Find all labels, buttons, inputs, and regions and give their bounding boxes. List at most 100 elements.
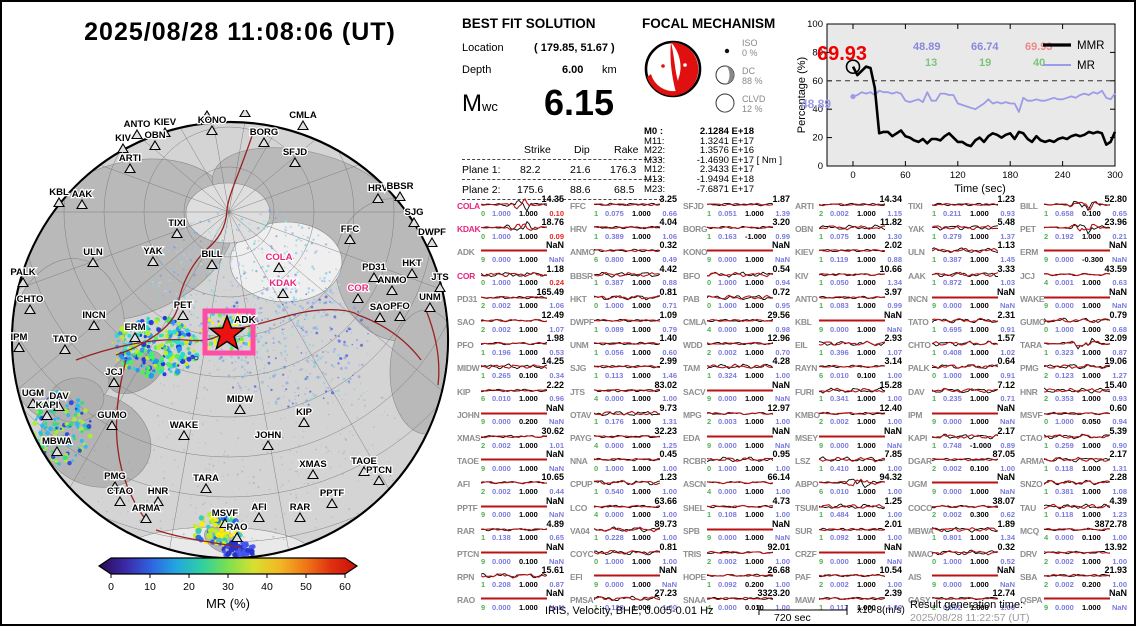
station-triangle-icon — [177, 309, 189, 321]
station-peak-value: 4.28 — [772, 356, 790, 367]
station-weight: 0.000 — [1055, 602, 1074, 612]
waveform-lsz — [819, 456, 885, 463]
station-cell-hrv: HRV 4.04 1 0.389 1.000 1.06 — [570, 217, 680, 242]
station-cell-hope: HOPE 26.68 1 0.092 0.200 1.00 — [683, 565, 793, 590]
station-name: MAW — [795, 595, 815, 606]
station-label: KAPI — [36, 400, 59, 411]
station-cell-adk: ADK NaN 9 0.000 1.000 NaN — [457, 240, 567, 265]
station-name: SPB — [683, 525, 700, 536]
waveform-furi — [819, 387, 885, 394]
station-cell-kbl: KBL NaN 9 0.000 1.000 NaN — [795, 310, 905, 335]
station-peak-value: 0.64 — [997, 356, 1015, 367]
station-flag: 2 — [1044, 370, 1049, 380]
station-peak-value: NaN — [1108, 240, 1127, 251]
station-flag: 4 — [1044, 278, 1049, 288]
station-flag: 1 — [932, 324, 937, 334]
station-name: AIS — [908, 572, 922, 583]
station-weight: 0.000 — [718, 533, 737, 543]
station-peak-value: NaN — [545, 588, 564, 599]
station-polarity: 1.000 — [857, 440, 876, 450]
station-fit-value: 1.00 — [1112, 556, 1127, 566]
station-peak-value: NaN — [883, 426, 902, 436]
station-fit-value: 1.23 — [1112, 510, 1127, 520]
station-weight: 1.000 — [1055, 417, 1074, 427]
station-flag: 1 — [594, 533, 599, 543]
station-weight: 0.408 — [943, 347, 962, 357]
station-peak-value: 83.02 — [654, 379, 677, 390]
station-name: JCJ — [1020, 270, 1035, 281]
waveform-wake — [1044, 296, 1110, 299]
station-peak-value: 1.23 — [997, 194, 1015, 204]
map-station-wake: WAKE — [169, 419, 199, 441]
station-fit-value: NaN — [1111, 602, 1127, 612]
station-name: EIL — [795, 340, 808, 351]
waveform-va04 — [594, 526, 660, 533]
station-cell-unm: UNM 1.40 1 0.056 1.000 0.60 — [570, 333, 680, 358]
plane2-rake: 68.5 — [614, 184, 635, 196]
waveform-unm — [594, 341, 660, 346]
map-station-tara: TARA — [192, 472, 220, 494]
station-polarity: 1.000 — [1082, 301, 1101, 311]
station-weight: 0.000 — [1055, 533, 1074, 543]
station-flag: 1 — [594, 370, 599, 380]
station-label: CTAO — [107, 486, 133, 497]
station-flag: 2 — [1044, 231, 1049, 241]
station-weight: 0.800 — [605, 254, 624, 264]
station-name: PAYG — [570, 433, 592, 443]
station-flag: 9 — [932, 486, 937, 496]
station-peak-value: NaN — [996, 472, 1015, 483]
waveform-yak — [932, 225, 998, 231]
station-flag: 1 — [594, 486, 599, 496]
station-cell-pfo: PFO 1.98 1 0.196 1.000 0.53 — [457, 333, 567, 358]
station-weight: 0.089 — [605, 324, 624, 334]
station-peak-value: NaN — [883, 542, 902, 552]
generation-time-value: 2025/08/28 11:22:57 (UT) — [910, 612, 1030, 624]
station-label: PMG — [104, 471, 126, 482]
station-label: TAOE — [351, 456, 377, 467]
station-name: OTAV — [570, 409, 592, 420]
colorbar-tick-20: 20 — [183, 581, 195, 593]
station-polarity: 1.000 — [519, 347, 538, 357]
station-name: MSEY — [795, 433, 818, 443]
station-cell-bbsr: BBSR 4.42 1 0.387 1.000 0.88 — [570, 264, 680, 289]
map-station-bbsr: BBSR — [385, 180, 415, 202]
station-label: HNR — [148, 486, 169, 497]
station-fit-value: 0.49 — [662, 254, 677, 264]
station-fit-value: 0.91 — [1000, 370, 1015, 380]
station-flag: 9 — [481, 254, 486, 264]
focal-mechanism-panel: FOCAL MECHANISM ISO 0 % DC 88 % CLV — [642, 16, 797, 196]
station-cell-lsz: LSZ 7.85 1 0.410 1.000 1.00 — [795, 449, 905, 474]
station-flag: 0 — [707, 301, 712, 311]
station-triangle-icon — [124, 162, 136, 174]
station-peak-value: 3872.78 — [1094, 518, 1127, 529]
station-weight: 0.279 — [943, 231, 962, 241]
station-peak-value: 32.23 — [654, 426, 677, 436]
station-cell-coyc: COYC 0.81 0 1.000 1.000 1.00 — [570, 542, 680, 567]
station-weight: 0.000 — [605, 394, 624, 404]
station-weight: 0.050 — [830, 278, 849, 288]
waveform-eil — [819, 340, 885, 347]
station-cell-ipm: IPM NaN 9 0.000 1.000 NaN — [908, 403, 1018, 428]
station-weight: 0.324 — [718, 370, 737, 380]
station-peak-value: 9.73 — [659, 402, 677, 413]
station-triangle-icon — [51, 445, 63, 457]
waveform-tam — [707, 363, 773, 370]
data-source-note: IRIS, Velocity, BHE, 0.005-0.01 Hz — [545, 605, 714, 617]
station-fit-value: NaN — [548, 254, 564, 264]
map-station-cola: COLA — [264, 251, 294, 273]
station-cell-taoe: TAOE NaN 9 0.000 1.000 NaN — [457, 449, 567, 474]
waveform-dav — [932, 387, 998, 393]
station-triangle-icon — [394, 310, 406, 322]
station-fit-value: 0.94 — [1112, 417, 1127, 427]
station-triangle-icon — [434, 281, 446, 293]
station-cell-kiev: KIEV 2.02 1 0.119 1.000 0.88 — [795, 240, 905, 265]
waveform-afi — [481, 481, 547, 485]
scalebar-label: 720 sec — [774, 612, 811, 624]
station-cell-dwpf: DWPF 1.09 1 0.089 1.000 0.79 — [570, 310, 680, 335]
station-peak-value: 5.48 — [997, 217, 1015, 228]
station-peak-value: 2.02 — [884, 240, 902, 251]
station-polarity: 1.000 — [970, 394, 989, 404]
station-triangle-icon — [178, 429, 190, 441]
station-name: PALK — [908, 363, 930, 374]
station-peak-value: 18.76 — [541, 217, 564, 228]
